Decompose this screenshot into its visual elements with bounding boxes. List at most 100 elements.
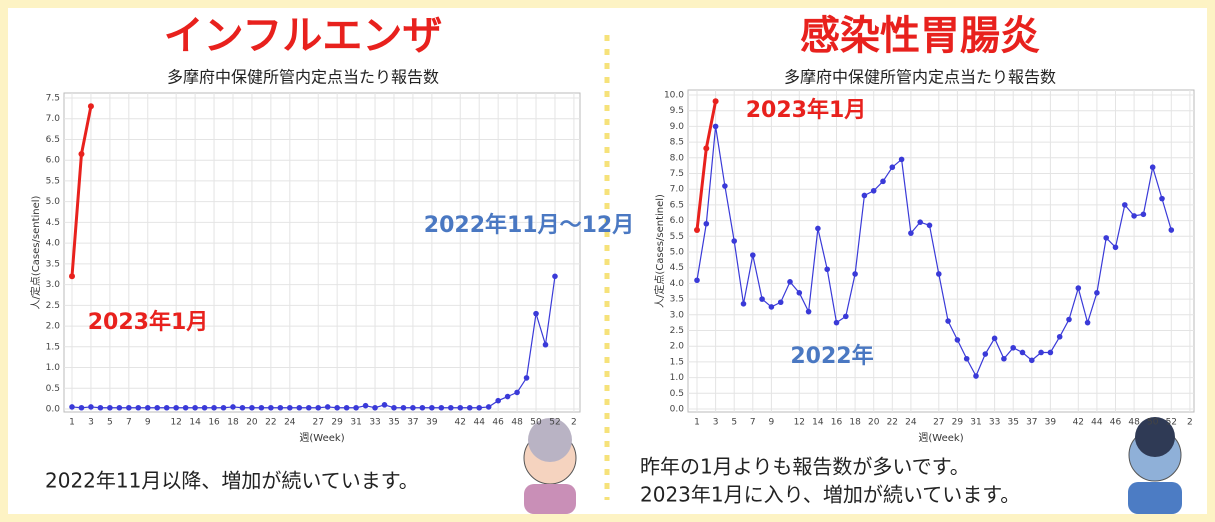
data-point bbox=[240, 405, 246, 411]
data-point bbox=[467, 405, 473, 411]
data-point bbox=[1029, 358, 1035, 364]
y-tick-label: 6.0 bbox=[46, 156, 61, 166]
caption: 2022年11月以降、増加が続いています。 bbox=[45, 469, 419, 493]
x-tick-label: 1 bbox=[694, 418, 700, 428]
x-tick-label: 31 bbox=[970, 418, 981, 428]
y-tick-label: 0.0 bbox=[46, 405, 61, 415]
chart-title: インフルエンザ bbox=[164, 13, 443, 59]
data-point bbox=[173, 405, 179, 411]
data-point bbox=[973, 373, 979, 379]
data-point bbox=[824, 266, 830, 272]
data-point bbox=[259, 405, 265, 411]
x-tick-label: 2 bbox=[1187, 418, 1193, 428]
x-tick-label: 18 bbox=[849, 418, 861, 428]
x-tick-label: 39 bbox=[1045, 418, 1057, 428]
data-point bbox=[703, 145, 709, 151]
x-tick-label: 31 bbox=[350, 418, 361, 428]
y-tick-label: 8.0 bbox=[670, 153, 685, 163]
data-point bbox=[495, 398, 501, 404]
data-point bbox=[457, 405, 463, 411]
x-tick-label: 12 bbox=[794, 418, 805, 428]
x-tick-label: 16 bbox=[831, 418, 843, 428]
data-point bbox=[1103, 235, 1109, 241]
y-tick-label: 6.5 bbox=[670, 200, 684, 210]
data-point bbox=[69, 404, 75, 410]
y-tick-label: 9.0 bbox=[670, 122, 685, 132]
y-tick-label: 8.5 bbox=[670, 138, 684, 148]
x-tick-label: 44 bbox=[1091, 418, 1103, 428]
x-tick-label: 52 bbox=[1166, 418, 1177, 428]
x-tick-label: 27 bbox=[933, 418, 944, 428]
x-tick-label: 12 bbox=[170, 418, 181, 428]
y-tick-label: 10.0 bbox=[664, 91, 684, 101]
y-tick-label: 2.5 bbox=[46, 301, 60, 311]
data-point bbox=[353, 405, 359, 411]
x-tick-label: 2 bbox=[571, 418, 577, 428]
x-tick-label: 20 bbox=[868, 418, 880, 428]
x-tick-label: 1 bbox=[69, 418, 75, 428]
x-tick-label: 33 bbox=[989, 418, 1000, 428]
x-tick-label: 29 bbox=[331, 418, 343, 428]
x-tick-label: 14 bbox=[812, 418, 824, 428]
data-point bbox=[448, 405, 454, 411]
annotation: 2023年1月 bbox=[88, 309, 209, 335]
y-tick-label: 7.0 bbox=[670, 185, 685, 195]
data-point bbox=[1057, 334, 1063, 340]
x-tick-label: 42 bbox=[455, 418, 466, 428]
data-point bbox=[741, 301, 747, 307]
data-point bbox=[862, 193, 868, 199]
data-point bbox=[983, 351, 989, 357]
data-point bbox=[183, 405, 189, 411]
data-point bbox=[79, 405, 85, 411]
x-tick-label: 52 bbox=[549, 418, 560, 428]
data-point bbox=[713, 124, 719, 130]
y-tick-label: 7.5 bbox=[46, 94, 60, 104]
data-point bbox=[164, 405, 170, 411]
data-point bbox=[936, 271, 942, 277]
data-point bbox=[750, 252, 756, 258]
data-point bbox=[1150, 164, 1156, 170]
x-tick-label: 35 bbox=[1007, 418, 1018, 428]
x-tick-label: 7 bbox=[126, 418, 132, 428]
x-axis-label: 週(Week) bbox=[299, 432, 344, 444]
x-tick-label: 37 bbox=[1026, 418, 1037, 428]
y-tick-label: 5.5 bbox=[46, 176, 60, 186]
data-point bbox=[1131, 213, 1137, 219]
data-point bbox=[1001, 356, 1007, 362]
data-point bbox=[135, 405, 141, 411]
y-tick-label: 3.5 bbox=[670, 295, 684, 305]
data-point bbox=[713, 98, 719, 104]
plot-area bbox=[64, 93, 580, 412]
data-point bbox=[1159, 196, 1165, 202]
chart-subtitle: 多摩府中保健所管内定点当たり報告数 bbox=[167, 68, 439, 87]
data-point bbox=[334, 405, 340, 411]
x-tick-label: 5 bbox=[731, 418, 737, 428]
data-point bbox=[363, 403, 369, 409]
data-point bbox=[899, 157, 905, 163]
data-point bbox=[401, 405, 407, 411]
y-tick-label: 1.0 bbox=[670, 373, 685, 383]
data-point bbox=[439, 405, 445, 411]
caption: 昨年の1月よりも報告数が多いです。 bbox=[640, 455, 970, 479]
infographic: インフルエンザ多摩府中保健所管内定点当たり報告数0.00.51.01.52.02… bbox=[0, 0, 1215, 522]
data-point bbox=[268, 405, 274, 411]
x-axis-label: 週(Week) bbox=[918, 432, 963, 444]
y-tick-label: 5.5 bbox=[670, 232, 684, 242]
data-point bbox=[890, 164, 896, 170]
data-point bbox=[769, 304, 775, 310]
y-tick-label: 2.5 bbox=[670, 326, 684, 336]
data-point bbox=[372, 405, 378, 411]
data-point bbox=[1048, 350, 1054, 356]
data-point bbox=[964, 356, 970, 362]
plot-area bbox=[688, 90, 1194, 412]
x-tick-label: 7 bbox=[750, 418, 756, 428]
y-tick-label: 3.5 bbox=[46, 259, 60, 269]
data-point bbox=[1020, 350, 1026, 356]
data-point bbox=[787, 279, 793, 285]
y-tick-label: 3.0 bbox=[670, 310, 685, 320]
x-tick-label: 24 bbox=[905, 418, 917, 428]
x-tick-label: 48 bbox=[1128, 418, 1140, 428]
data-point bbox=[834, 320, 840, 326]
annotation: 2022年11月〜12月 bbox=[424, 212, 634, 238]
data-point bbox=[145, 405, 151, 411]
